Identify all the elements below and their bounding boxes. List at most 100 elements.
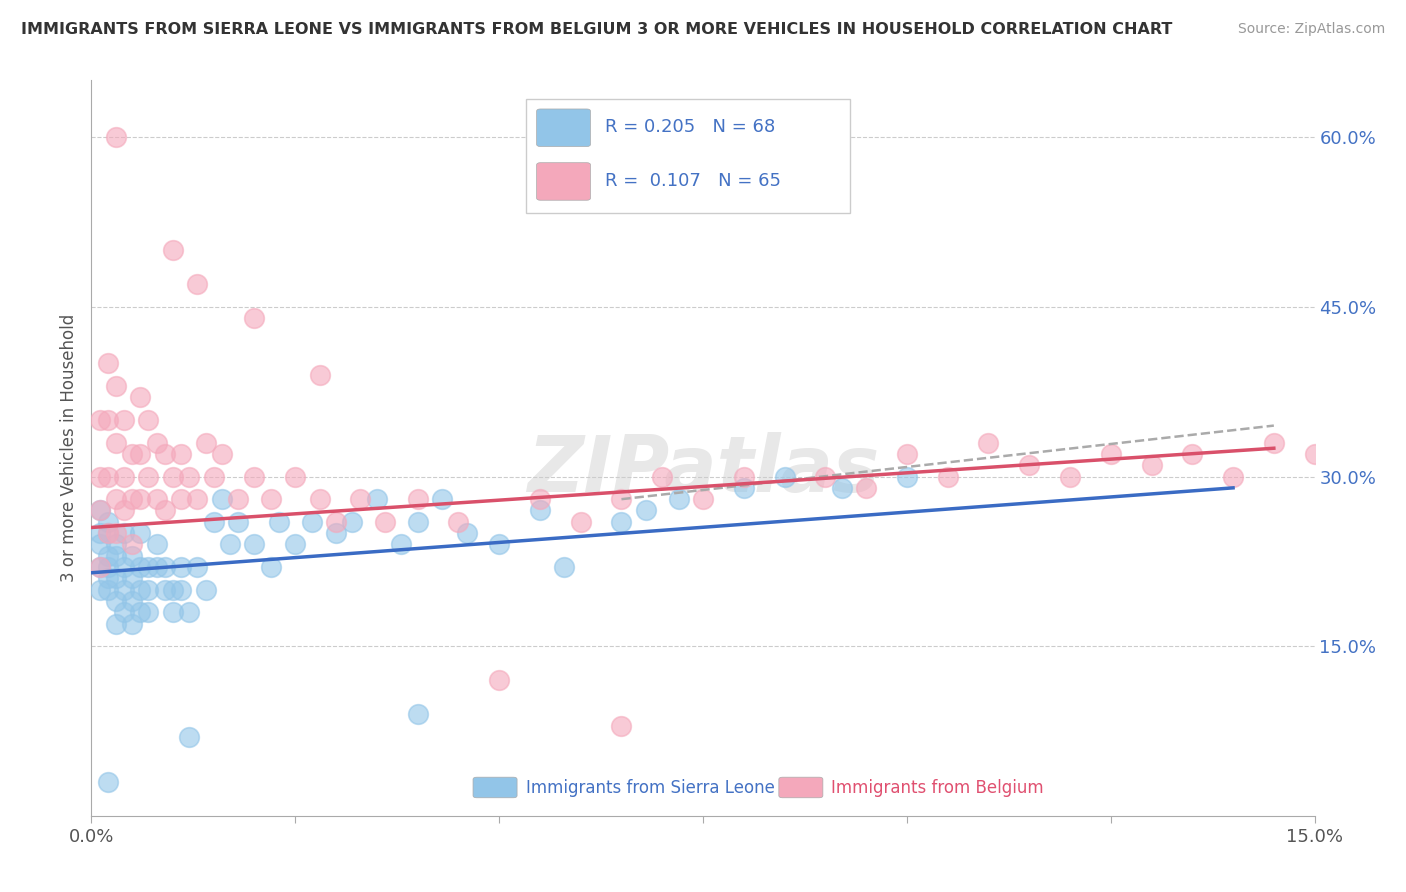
Point <box>668 492 690 507</box>
Point <box>162 606 184 620</box>
Point <box>610 515 633 529</box>
Point <box>219 537 242 551</box>
FancyBboxPatch shape <box>537 109 591 146</box>
Point <box>529 503 551 517</box>
Point <box>170 447 193 461</box>
Point <box>145 537 167 551</box>
Point <box>1059 469 1081 483</box>
Point <box>1099 447 1122 461</box>
Point <box>179 730 201 744</box>
Point <box>89 560 111 574</box>
Point <box>260 492 283 507</box>
Point <box>112 469 135 483</box>
Point <box>145 435 167 450</box>
Point <box>349 492 371 507</box>
FancyBboxPatch shape <box>472 777 517 797</box>
Point <box>243 469 266 483</box>
Point <box>179 606 201 620</box>
Point <box>831 481 853 495</box>
Point <box>104 537 127 551</box>
Point <box>284 469 307 483</box>
Point <box>138 413 160 427</box>
Point <box>129 447 152 461</box>
Point <box>610 492 633 507</box>
Point <box>733 469 755 483</box>
Point <box>1181 447 1204 461</box>
Text: R =  0.107   N = 65: R = 0.107 N = 65 <box>605 172 782 190</box>
Point <box>129 526 152 541</box>
Point <box>121 447 143 461</box>
Point <box>138 606 160 620</box>
Text: R = 0.205   N = 68: R = 0.205 N = 68 <box>605 118 775 136</box>
Point <box>529 492 551 507</box>
Point <box>226 515 249 529</box>
Point <box>488 673 510 688</box>
Point <box>129 492 152 507</box>
Point <box>855 481 877 495</box>
Point <box>610 718 633 732</box>
Point <box>97 560 120 574</box>
Point <box>896 469 918 483</box>
Point <box>97 515 120 529</box>
Point <box>112 413 135 427</box>
Point <box>129 560 152 574</box>
Point <box>145 560 167 574</box>
Text: Immigrants from Sierra Leone: Immigrants from Sierra Leone <box>526 780 775 797</box>
Point <box>138 469 160 483</box>
Point <box>97 549 120 563</box>
Text: IMMIGRANTS FROM SIERRA LEONE VS IMMIGRANTS FROM BELGIUM 3 OR MORE VEHICLES IN HO: IMMIGRANTS FROM SIERRA LEONE VS IMMIGRAN… <box>21 22 1173 37</box>
Point <box>153 503 176 517</box>
Point <box>284 537 307 551</box>
Point <box>104 549 127 563</box>
Point <box>104 435 127 450</box>
Point <box>1222 469 1244 483</box>
Point <box>112 606 135 620</box>
Point <box>374 515 396 529</box>
Point <box>186 560 208 574</box>
Point <box>97 582 120 597</box>
Point <box>104 571 127 585</box>
Point <box>89 503 111 517</box>
Text: ZIPatlas: ZIPatlas <box>527 433 879 508</box>
Point <box>267 515 290 529</box>
Point <box>97 356 120 370</box>
Y-axis label: 3 or more Vehicles in Household: 3 or more Vehicles in Household <box>59 314 77 582</box>
Point <box>129 582 152 597</box>
Point <box>194 582 217 597</box>
Point <box>138 560 160 574</box>
Point <box>89 469 111 483</box>
Point <box>194 435 217 450</box>
Point <box>211 492 233 507</box>
Point <box>112 526 135 541</box>
Point <box>488 537 510 551</box>
Point <box>1303 447 1326 461</box>
Point <box>651 469 673 483</box>
Text: Source: ZipAtlas.com: Source: ZipAtlas.com <box>1237 22 1385 37</box>
Point <box>121 537 143 551</box>
Point <box>977 435 1000 450</box>
Point <box>569 515 592 529</box>
Point <box>456 526 478 541</box>
Point <box>112 503 135 517</box>
Point <box>406 492 429 507</box>
Point <box>179 469 201 483</box>
Point <box>243 311 266 326</box>
Point <box>97 571 120 585</box>
Point <box>186 277 208 291</box>
Point <box>162 243 184 257</box>
Point <box>406 515 429 529</box>
Point <box>896 447 918 461</box>
Point <box>89 503 111 517</box>
Point <box>112 560 135 574</box>
Point <box>162 582 184 597</box>
Point <box>162 469 184 483</box>
Point <box>1140 458 1163 473</box>
Point <box>112 582 135 597</box>
Point <box>153 560 176 574</box>
Point <box>104 616 127 631</box>
Point <box>325 515 347 529</box>
Point <box>325 526 347 541</box>
Point <box>97 526 120 541</box>
Point <box>89 526 111 541</box>
Point <box>138 582 160 597</box>
